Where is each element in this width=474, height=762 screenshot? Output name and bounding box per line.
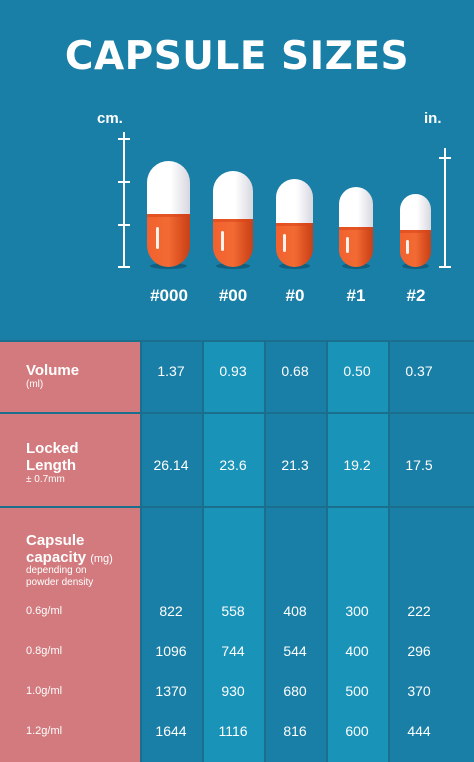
ruler-in [444,148,446,267]
capacity-value: 222 [407,603,431,619]
capacity-label: Capsule [26,532,85,549]
capacity-value: 544 [283,643,307,659]
density-label: 0.8g/ml [26,645,63,657]
ruler-tick [118,224,130,226]
capsule-0 [276,179,313,269]
length-value: 17.5 [405,457,433,473]
column-divider [202,340,204,762]
ruler-tick [439,157,451,159]
size-label-000: #000 [150,286,188,305]
capacity-value: 1116 [218,723,248,739]
length-value: 26.14 [153,457,189,473]
capacity-value: 400 [345,643,369,659]
capacity-value: 444 [407,723,431,739]
length-value: 19.2 [343,457,371,473]
size-label-0: #0 [285,286,305,305]
capacity-value: 680 [283,683,307,699]
column-divider [140,340,142,762]
capacity-value: 296 [407,643,431,659]
length-value: 23.6 [219,457,247,473]
label-column [0,340,140,762]
ruler-tick [118,266,130,268]
volume-value: 0.50 [343,363,371,379]
size-label-2: #2 [406,286,426,305]
capacity-value: 600 [345,723,369,739]
size-label-1: #1 [346,286,366,305]
capsule-000 [147,161,190,269]
size-label-00: #00 [218,286,248,305]
density-label: 0.6g/ml [26,605,63,617]
volume-value: 0.68 [281,363,309,379]
ruler-tick [118,138,130,140]
volume-value: 0.93 [219,363,247,379]
capacity-note: depending on [26,565,87,576]
unit-cm-label: cm. [97,110,123,127]
capacity-value: 500 [345,683,369,699]
volume-unit: (ml) [26,379,44,390]
density-label: 1.2g/ml [26,725,63,737]
row-divider [0,412,474,414]
row-divider [0,340,474,342]
column-1 [326,340,388,762]
locked-length-unit: ± 0.7mm [26,474,65,485]
volume-value: 0.37 [405,363,433,379]
capacity-value: 1370 [155,683,187,699]
capacity-unit: (mg) [90,553,113,565]
capsule-00 [213,171,253,269]
column-000 [140,340,202,762]
capacity-value: 558 [221,603,245,619]
page-title: CAPSULE SIZES [64,34,410,79]
capacity-value: 1096 [155,643,187,659]
unit-in-label: in. [424,110,442,127]
ruler-cm [123,132,125,267]
volume-value: 1.37 [157,363,185,379]
column-divider [326,340,328,762]
capsule-2 [400,194,431,269]
ruler-tick [439,266,451,268]
column-2 [388,340,474,762]
column-divider [264,340,266,762]
locked-length-label-2: Length [26,457,76,474]
capacity-value: 930 [221,683,245,699]
spec-table: Volume (ml) 1.37 0.93 0.68 0.50 0.37 Loc… [0,340,474,762]
capsule-1 [339,187,373,269]
capacity-value: 300 [345,603,369,619]
volume-label: Volume [26,362,80,379]
capacity-word: capacity [26,549,87,566]
capacity-note-2: powder density [26,577,94,588]
capacity-value: 370 [407,683,431,699]
ruler-tick [118,181,130,183]
capacity-value: 822 [159,603,183,619]
capacity-value: 744 [221,643,245,659]
capacity-value: 1644 [155,723,187,739]
locked-length-label: Locked [26,440,79,457]
column-divider [388,340,390,762]
density-label: 1.0g/ml [26,685,63,697]
length-value: 21.3 [281,457,309,473]
capacity-label-2: capacity (mg) [26,549,113,568]
capacity-value: 408 [283,603,307,619]
column-00 [202,340,264,762]
capacity-value: 816 [283,723,307,739]
column-0 [264,340,326,762]
row-divider [0,506,474,508]
